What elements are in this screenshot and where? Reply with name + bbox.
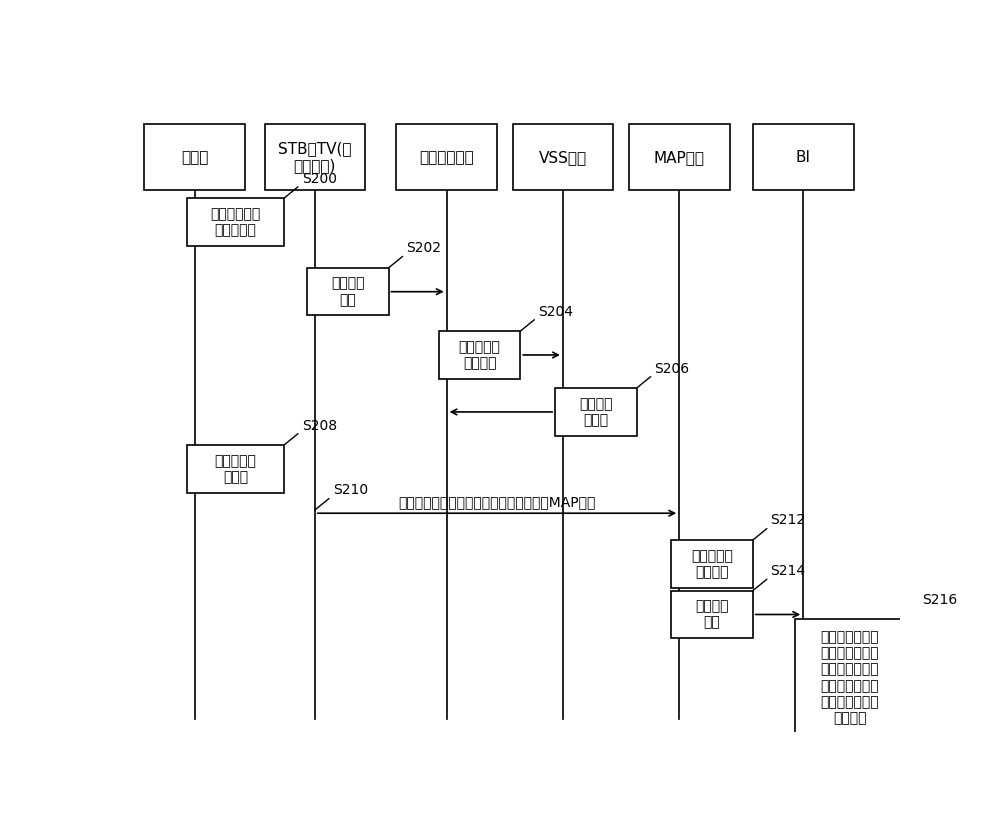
Bar xyxy=(555,388,637,436)
Text: S204: S204 xyxy=(538,305,573,319)
Text: VSS系统: VSS系统 xyxy=(539,150,587,164)
Bar xyxy=(396,124,497,191)
Text: S202: S202 xyxy=(406,242,441,256)
Bar xyxy=(264,124,365,191)
Text: S212: S212 xyxy=(771,514,806,528)
Text: 设置类型属
性信息: 设置类型属 性信息 xyxy=(214,454,256,484)
Text: S210: S210 xyxy=(333,483,368,497)
Bar xyxy=(671,591,753,638)
Bar xyxy=(144,124,245,191)
Bar xyxy=(512,124,613,191)
Text: S216: S216 xyxy=(922,593,957,607)
Text: 登录个人账号
，点播影片: 登录个人账号 ，点播影片 xyxy=(210,207,261,238)
Text: 根据接收的信息
，将第二片段视
频以及对应的类
型属性信息作为
视频资源存储在
数据库中: 根据接收的信息 ，将第二片段视 频以及对应的类 型属性信息作为 视频资源存储在 … xyxy=(820,630,879,725)
Text: 请求点播
影片: 请求点播 影片 xyxy=(331,276,365,307)
Text: MAP系统: MAP系统 xyxy=(654,150,705,164)
Text: 用户端: 用户端 xyxy=(181,150,208,164)
Text: S214: S214 xyxy=(771,564,806,578)
Text: 广电点播服务: 广电点播服务 xyxy=(419,150,474,164)
Bar xyxy=(671,540,753,588)
Text: S200: S200 xyxy=(302,172,337,186)
Text: S208: S208 xyxy=(302,418,337,432)
Text: 将获取到用户设置的类型属性信息发送给MAP系统: 将获取到用户设置的类型属性信息发送给MAP系统 xyxy=(398,495,596,509)
Text: 请求播放影
片视频流: 请求播放影 片视频流 xyxy=(459,339,500,370)
Bar xyxy=(187,198,284,246)
Bar xyxy=(795,619,904,737)
Bar xyxy=(307,268,388,316)
Bar xyxy=(187,446,284,492)
Bar xyxy=(439,331,520,379)
Bar xyxy=(753,124,854,191)
Text: 返回影片
播放串: 返回影片 播放串 xyxy=(579,397,613,427)
Text: 发送列表
信息: 发送列表 信息 xyxy=(695,599,729,630)
Text: BI: BI xyxy=(796,150,811,164)
Text: S206: S206 xyxy=(654,362,689,376)
Text: STB或TV(含
后台服务): STB或TV(含 后台服务) xyxy=(278,141,352,173)
Text: 形成对应的
列表信息: 形成对应的 列表信息 xyxy=(691,549,733,579)
Bar xyxy=(629,124,730,191)
